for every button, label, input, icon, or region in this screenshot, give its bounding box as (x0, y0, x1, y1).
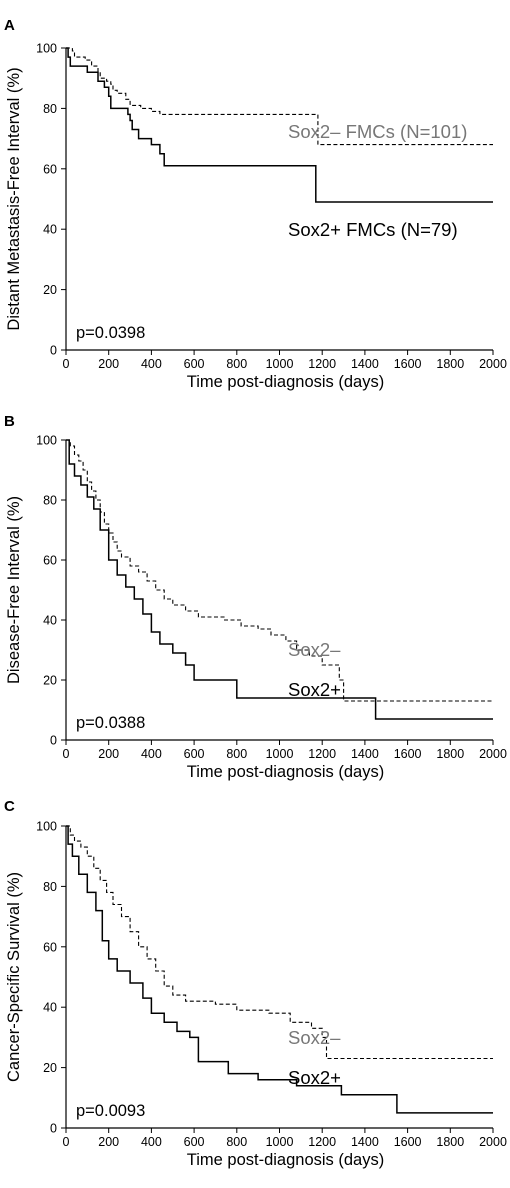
y-tick-label: 0 (50, 1122, 57, 1136)
x-tick-label: 1600 (394, 357, 422, 371)
x-axis-label: Time post-diagnosis (days) (187, 763, 384, 781)
panel-letter: A (4, 17, 15, 34)
x-tick-label: 1600 (394, 747, 422, 761)
x-tick-label: 1600 (394, 1135, 422, 1149)
y-tick-label: 0 (50, 734, 57, 748)
y-tick-label: 0 (50, 344, 57, 358)
x-tick-label: 0 (63, 747, 70, 761)
y-tick-label: 20 (43, 674, 57, 688)
y-tick-label: 80 (43, 102, 57, 116)
x-tick-label: 400 (141, 357, 162, 371)
x-tick-label: 600 (184, 357, 205, 371)
series-line-sox2-negative (66, 439, 493, 702)
series-line-sox2-positive (66, 825, 493, 1114)
p-value-annotation: p=0.0388 (76, 714, 145, 732)
x-axis-label: Time post-diagnosis (days) (187, 1151, 384, 1169)
series-label: Sox2– (288, 1027, 341, 1048)
x-tick-label: 1200 (308, 357, 336, 371)
x-tick-label: 400 (141, 1135, 162, 1149)
x-tick-label: 1000 (266, 1135, 294, 1149)
series-line-sox2-positive (66, 439, 493, 720)
p-value-annotation: p=0.0398 (76, 324, 145, 342)
y-tick-label: 40 (43, 1001, 57, 1015)
x-tick-label: 200 (98, 1135, 119, 1149)
series-line-sox2-positive (66, 47, 493, 203)
x-tick-label: 400 (141, 747, 162, 761)
x-tick-label: 600 (184, 747, 205, 761)
x-tick-label: 1400 (351, 1135, 379, 1149)
x-tick-label: 800 (226, 357, 247, 371)
series-label: Sox2+ (288, 1067, 341, 1088)
series-label: Sox2– (288, 639, 341, 660)
series-line-sox2-negative (66, 47, 493, 146)
y-tick-label: 80 (43, 880, 57, 894)
x-tick-label: 1800 (436, 747, 464, 761)
series-line-sox2-negative (66, 825, 493, 1060)
x-tick-label: 1800 (436, 357, 464, 371)
y-tick-label: 60 (43, 940, 57, 954)
y-tick-label: 100 (36, 42, 57, 56)
y-tick-label: 40 (43, 614, 57, 628)
series-label: Sox2– FMCs (N=101) (288, 121, 467, 142)
y-axis-label: Disease-Free Interval (%) (5, 496, 23, 684)
y-axis-label: Distant Metastasis-Free Interval (%) (5, 67, 23, 330)
x-tick-label: 2000 (479, 747, 507, 761)
x-tick-label: 800 (226, 1135, 247, 1149)
x-tick-label: 0 (63, 357, 70, 371)
y-tick-label: 100 (36, 434, 57, 448)
x-tick-label: 2000 (479, 1135, 507, 1149)
x-tick-label: 2000 (479, 357, 507, 371)
y-axis-label: Cancer-Specific Survival (%) (5, 872, 23, 1082)
y-tick-label: 60 (43, 162, 57, 176)
x-tick-label: 1400 (351, 747, 379, 761)
x-tick-label: 1400 (351, 357, 379, 371)
x-tick-label: 800 (226, 747, 247, 761)
panel-letter: B (4, 413, 15, 430)
series-label: Sox2+ (288, 679, 341, 700)
x-tick-label: 200 (98, 747, 119, 761)
y-tick-label: 40 (43, 223, 57, 237)
x-tick-label: 0 (63, 1135, 70, 1149)
series-label: Sox2+ FMCs (N=79) (288, 219, 458, 240)
y-tick-label: 60 (43, 554, 57, 568)
x-tick-label: 600 (184, 1135, 205, 1149)
x-axis-label: Time post-diagnosis (days) (187, 373, 384, 391)
x-tick-label: 1200 (308, 1135, 336, 1149)
x-tick-label: 1200 (308, 747, 336, 761)
y-tick-label: 20 (43, 1061, 57, 1075)
x-tick-label: 1800 (436, 1135, 464, 1149)
y-tick-label: 100 (36, 820, 57, 834)
y-tick-label: 20 (43, 283, 57, 297)
panel-letter: C (4, 798, 15, 815)
x-tick-label: 200 (98, 357, 119, 371)
x-tick-label: 1000 (266, 357, 294, 371)
p-value-annotation: p=0.0093 (76, 1102, 145, 1120)
y-tick-label: 80 (43, 494, 57, 508)
x-tick-label: 1000 (266, 747, 294, 761)
